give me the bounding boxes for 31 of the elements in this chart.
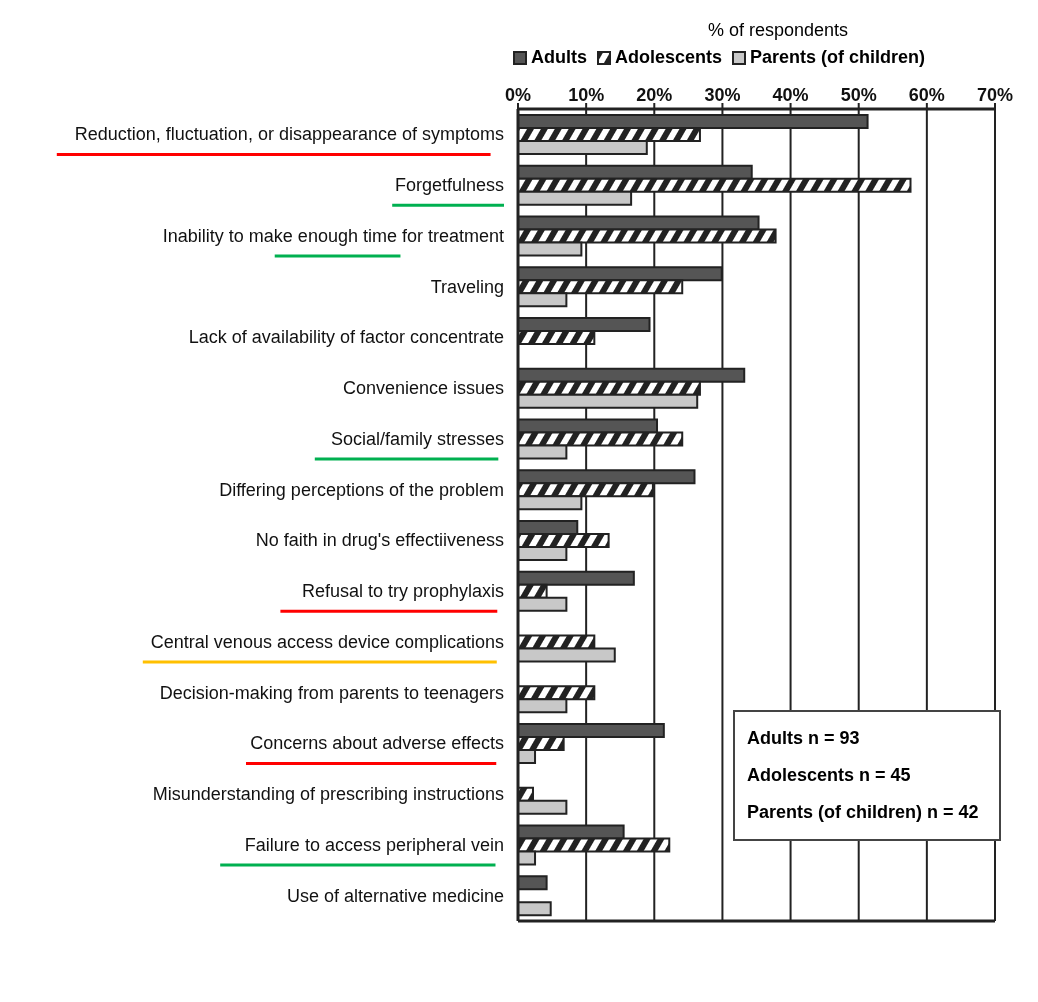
y-tick-label: Differing perceptions of the problem xyxy=(219,479,504,500)
legend-label: Adolescents xyxy=(614,47,723,68)
y-tick-label: Traveling xyxy=(430,276,504,297)
x-tick-label: 50% xyxy=(840,85,877,105)
annotation: Adolescents n = 45 xyxy=(747,764,912,787)
annotation: Adults n = 93 xyxy=(747,727,861,750)
annotation: Parents (of children) n = 42 xyxy=(747,801,980,824)
x-tick-label: 20% xyxy=(636,85,673,105)
y-tick-label: Use of alternative medicine xyxy=(286,885,504,906)
y-tick-label: No faith in drug's effectiiveness xyxy=(255,530,504,551)
x-tick-label: 30% xyxy=(704,85,741,105)
y-tick-label: Central venous access device complications xyxy=(150,631,504,652)
x-tick-label: 10% xyxy=(568,85,605,105)
y-tick-label: Failure to access peripheral vein xyxy=(244,834,504,855)
y-tick-label: Social/family stresses xyxy=(330,428,504,449)
y-tick-label: Reduction, fluctuation, or disappearance of symptoms xyxy=(74,124,504,145)
y-tick-label: Inability to make enough time for treatment xyxy=(162,225,504,246)
x-tick-label: 0% xyxy=(504,85,532,105)
y-tick-label: Refusal to try prophylaxis xyxy=(301,581,504,602)
y-tick-label: Concerns about adverse effects xyxy=(250,733,504,754)
y-tick-label: Lack of availability of factor concentrate xyxy=(188,327,504,348)
y-tick-label: Forgetfulness xyxy=(394,175,504,196)
y-tick-label: Convenience issues xyxy=(342,378,504,399)
x-axis-title: % of respondents xyxy=(706,20,850,41)
x-tick-label: 70% xyxy=(976,85,1014,105)
x-tick-label: 40% xyxy=(772,85,809,105)
legend-label: Parents (of children) xyxy=(749,47,926,68)
y-tick-label: Misunderstanding of prescribing instructions xyxy=(152,784,504,805)
y-tick-label: Decision-making from parents to teenagers xyxy=(159,682,504,703)
x-tick-label: 60% xyxy=(908,85,945,105)
legend-label: Adults xyxy=(530,47,587,68)
